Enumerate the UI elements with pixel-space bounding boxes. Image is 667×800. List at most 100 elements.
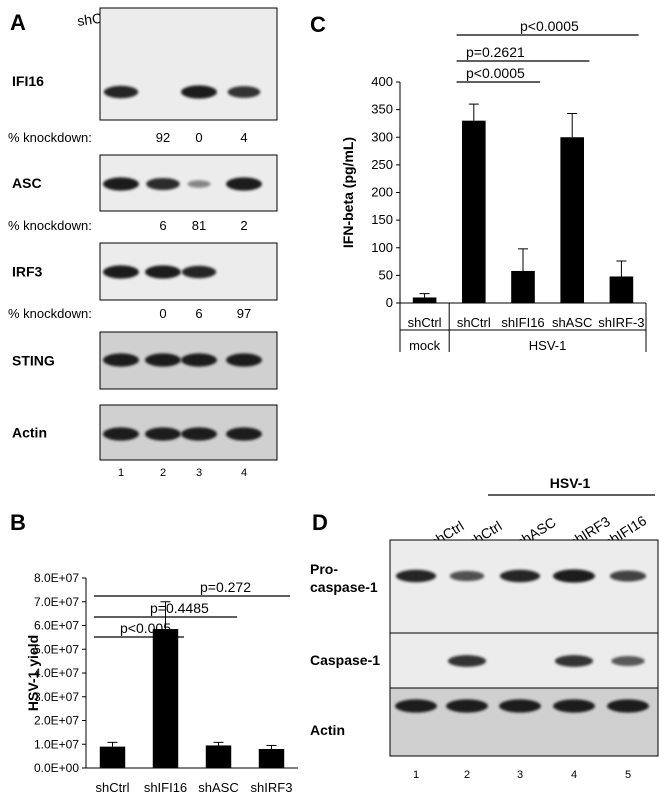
y-tick-label: 400 — [371, 74, 393, 89]
blot-band — [145, 427, 181, 441]
knockdown-value: 0 — [195, 130, 202, 145]
category-label: shCtrl — [96, 780, 130, 795]
blot-band — [181, 85, 217, 99]
blot-band — [103, 353, 139, 367]
lane-number: 2 — [464, 769, 470, 781]
blot-band — [103, 265, 139, 279]
comparison-label: p=0.2621 — [466, 44, 525, 60]
knockdown-label: % knockdown: — [8, 130, 92, 145]
blot-band — [181, 427, 217, 441]
y-tick-label: 50 — [379, 267, 393, 282]
blot-band — [446, 699, 488, 713]
blot-band — [181, 353, 217, 367]
lane-number: 3 — [517, 769, 523, 781]
group-label: HSV-1 — [550, 475, 591, 491]
y-tick-label: 8.0E+07 — [34, 571, 79, 585]
y-tick-label: 250 — [371, 157, 393, 172]
panel-b-bar-chart: 0.0E+00 1.0E+07 2.0E+07 3.0E+07 4.0E+07 5.0E+… — [25, 571, 298, 795]
panel-b-letter: B — [10, 510, 26, 535]
panel-a-letter: A — [10, 10, 26, 35]
blot-band — [103, 85, 139, 99]
category-label: shIFI16 — [501, 315, 544, 330]
bar — [609, 276, 634, 303]
lane-number: 5 — [625, 769, 631, 781]
blot-band — [499, 569, 541, 583]
group-label: mock — [409, 338, 441, 353]
comparison-label: p=0.272 — [200, 579, 251, 595]
blot-box — [389, 539, 659, 634]
panel-c-letter: C — [310, 12, 326, 37]
blot-band — [103, 177, 139, 191]
y-tick-label: 150 — [371, 212, 393, 227]
category-label: shIRF3 — [251, 780, 293, 795]
blot-band — [554, 655, 594, 667]
blot-protein-label: IFI16 — [12, 73, 44, 89]
comparison-label: p=0.4485 — [150, 600, 209, 616]
panel-d-letter: D — [312, 510, 328, 535]
blot-band — [146, 177, 180, 191]
bar — [511, 270, 535, 303]
y-axis-label: IFN-beta (pg/mL) — [340, 137, 356, 248]
bar — [461, 120, 486, 303]
blot-band — [227, 86, 261, 98]
knockdown-value: 81 — [192, 218, 206, 233]
blot-band — [395, 569, 437, 583]
y-tick-label: 0 — [386, 295, 393, 310]
knockdown-value: 6 — [159, 218, 166, 233]
comparison-label: p<0.005 — [120, 620, 171, 636]
blot-band — [226, 427, 262, 441]
blot-band — [609, 570, 647, 582]
blot-band — [187, 180, 211, 188]
blot-protein-label: Actin — [12, 425, 47, 441]
blot-protein-label: Actin — [310, 722, 345, 738]
lane-number: 1 — [413, 769, 419, 781]
category-label: shASC — [198, 780, 238, 795]
lane-number: 3 — [196, 467, 202, 479]
blot-band — [145, 353, 181, 367]
blot-protein-label: ASC — [12, 175, 42, 191]
blot-band — [145, 265, 181, 279]
lane-number: 4 — [571, 769, 577, 781]
y-tick-label: 1.0E+07 — [34, 737, 79, 751]
knockdown-value: 4 — [240, 130, 247, 145]
blot-band — [181, 265, 217, 279]
y-axis-label: HSV-1 yield — [25, 635, 41, 711]
category-label: shIFI16 — [144, 780, 187, 795]
blot-protein-label: Pro- — [310, 561, 338, 577]
blot-band — [553, 699, 595, 713]
bar — [560, 137, 585, 303]
bar — [99, 746, 126, 768]
blot-band — [553, 569, 595, 583]
lane-number: 2 — [160, 467, 166, 479]
blot-box — [389, 687, 659, 757]
knockdown-value: 97 — [237, 306, 251, 321]
y-tick-label: 4.0E+07 — [34, 666, 79, 680]
blot-band — [226, 353, 262, 367]
blot-band — [611, 656, 645, 666]
knockdown-value: 92 — [156, 130, 170, 145]
category-label: shCtrl — [408, 315, 442, 330]
blot-band — [607, 699, 649, 713]
panel-c-bar-chart: 0 50 100 150 200 250 300 350 400 IFN-beta (pg/mL)… — [340, 18, 647, 353]
knockdown-label: % knockdown: — [8, 306, 92, 321]
bar — [205, 745, 232, 768]
blot-protein-label: caspase-1 — [310, 579, 378, 595]
knockdown-value: 0 — [159, 306, 166, 321]
y-tick-label: 6.0E+07 — [34, 619, 79, 633]
lane-number: 1 — [118, 467, 124, 479]
y-tick-label: 2.0E+07 — [34, 714, 79, 728]
knockdown-label: % knockdown: — [8, 218, 92, 233]
comparison-label: p<0.0005 — [466, 65, 525, 81]
blot-protein-label: Caspase-1 — [310, 652, 380, 668]
category-label: shIRF-3 — [598, 315, 644, 330]
y-tick-label: 7.0E+07 — [34, 595, 79, 609]
y-tick-label: 100 — [371, 240, 393, 255]
blot-band — [226, 177, 262, 191]
knockdown-value: 2 — [240, 218, 247, 233]
bar — [412, 297, 437, 303]
blot-band — [499, 699, 541, 713]
y-tick-label: 200 — [371, 185, 393, 200]
category-label: shCtrl — [457, 315, 491, 330]
